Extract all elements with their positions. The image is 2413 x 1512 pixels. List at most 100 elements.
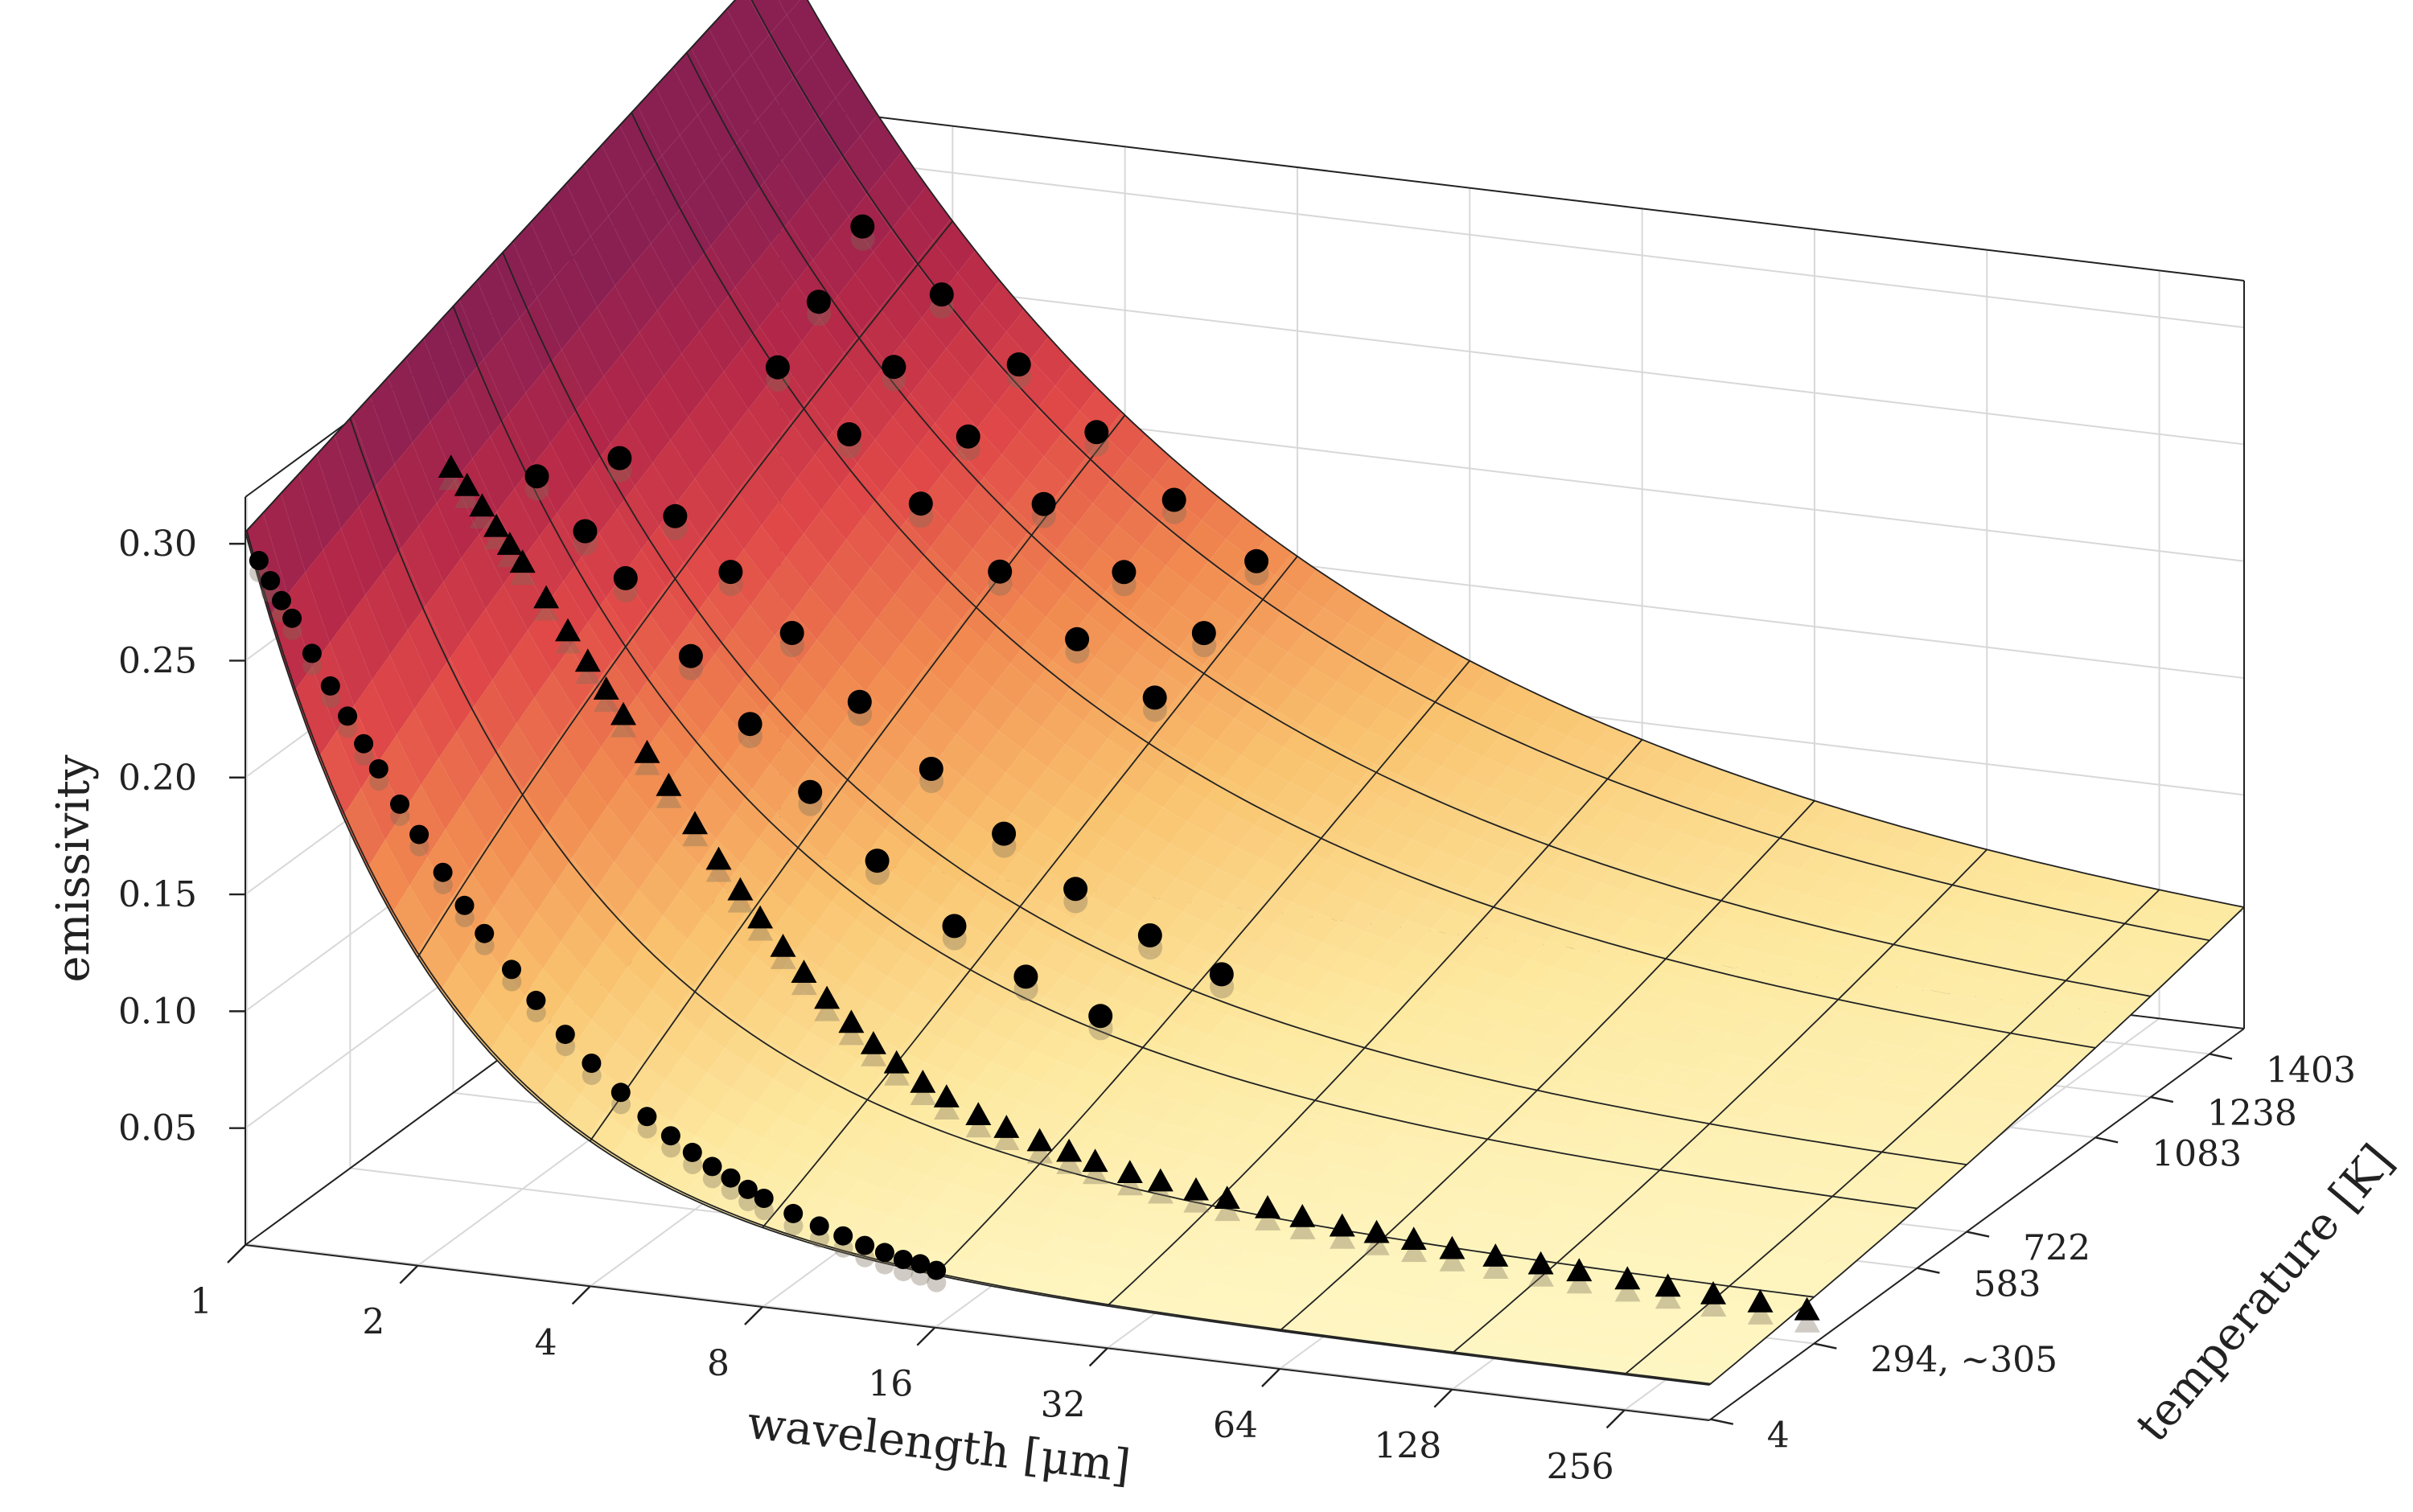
surface-cell xyxy=(2094,1005,2137,1026)
surface-cell xyxy=(2062,894,2105,917)
z-tick-label: 0.15 xyxy=(118,874,197,915)
surface-cell xyxy=(1729,1233,1773,1252)
surface-cell xyxy=(952,820,994,861)
surface-cell xyxy=(1335,980,1379,1009)
data-point-circle xyxy=(573,519,598,544)
surface-cell xyxy=(507,996,549,1050)
surface-cell xyxy=(1165,543,1208,585)
surface-cell xyxy=(1406,1161,1449,1184)
surface-cell xyxy=(1826,950,1869,974)
surface-cell xyxy=(815,432,857,487)
y-tick-label: 294, ∼305 xyxy=(1870,1340,2057,1381)
surface-cell xyxy=(407,606,450,684)
surface-cell xyxy=(384,811,428,886)
surface-cell xyxy=(1597,1251,1639,1270)
surface-cell xyxy=(981,1198,1025,1224)
surface-cell xyxy=(1107,1058,1149,1088)
surface-cell xyxy=(660,704,704,760)
surface-cell xyxy=(1636,1361,1679,1379)
data-point-circle xyxy=(610,1083,631,1103)
surface-cell xyxy=(1806,1112,1848,1133)
surface-cell xyxy=(738,659,782,713)
data-point-shadow xyxy=(1117,1172,1144,1196)
surface-cell xyxy=(1294,667,1337,704)
surface-cell xyxy=(1496,798,1539,828)
surface-cell xyxy=(1124,545,1166,589)
surface-cell xyxy=(555,257,598,329)
surface-cell xyxy=(1402,976,1445,1004)
surface-cell xyxy=(1288,630,1330,668)
surface-cell xyxy=(1788,1129,1831,1150)
surface-cell xyxy=(1782,869,1825,895)
surface-cell xyxy=(886,340,929,394)
surface-cell xyxy=(1860,820,1903,846)
surface-cell xyxy=(972,936,1014,973)
data-point-shadow xyxy=(1700,1293,1727,1317)
surface-cell xyxy=(631,810,675,865)
surface-cell xyxy=(1586,1070,1629,1094)
surface-cell xyxy=(1099,525,1142,569)
surface-cell xyxy=(1063,571,1106,615)
surface-cell xyxy=(725,1023,767,1065)
surface-cell xyxy=(1786,797,1830,825)
surface-cell xyxy=(837,273,880,331)
surface-cell xyxy=(548,183,591,257)
surface-cell xyxy=(1437,937,1481,965)
surface-cell xyxy=(636,671,679,729)
surface-cell xyxy=(791,1032,834,1070)
mesh-line xyxy=(934,659,1470,1276)
surface-cell xyxy=(574,466,617,534)
surface-cell xyxy=(1684,840,1728,868)
surface-cell xyxy=(688,394,731,456)
surface-cell xyxy=(868,363,911,417)
surface-cell xyxy=(1799,1091,1842,1113)
surface-cell xyxy=(1361,673,1404,709)
surface-cell xyxy=(786,533,828,588)
surface-cell xyxy=(1398,754,1441,787)
surface-cell xyxy=(1097,1204,1140,1228)
surface-cell xyxy=(1518,986,1560,1012)
surface-cell xyxy=(1867,845,1909,871)
surface-cell xyxy=(964,1217,1007,1243)
data-point-shadow xyxy=(1794,1309,1820,1333)
surface-cell xyxy=(1523,1239,1566,1259)
surface-cell xyxy=(1357,1151,1400,1174)
surface-cell xyxy=(1040,1061,1083,1091)
surface-cell xyxy=(1527,1183,1571,1204)
surface-cell xyxy=(824,158,867,216)
surface-cell xyxy=(1390,1257,1433,1277)
surface-cell xyxy=(1704,1154,1746,1175)
mesh-line xyxy=(417,220,953,958)
surface-cell xyxy=(472,436,515,512)
surface-cell xyxy=(874,872,917,914)
surface-cell xyxy=(1514,777,1556,808)
data-point-triangle xyxy=(610,701,636,725)
data-point-circle xyxy=(272,590,291,610)
data-point-shadow xyxy=(934,1096,960,1120)
data-point-circle xyxy=(1191,621,1216,646)
surface-cell xyxy=(761,502,804,558)
surface-cell xyxy=(443,558,486,634)
surface-cell xyxy=(1605,786,1647,816)
surface-cell xyxy=(1488,1048,1531,1073)
surface-cell xyxy=(1403,1296,1446,1316)
surface-cell xyxy=(1619,1179,1662,1199)
surface-cell xyxy=(534,672,577,738)
data-point-circle xyxy=(1209,962,1234,987)
surface-cell xyxy=(1751,836,1794,863)
surface-cell xyxy=(1001,431,1044,480)
surface-cell xyxy=(664,353,706,417)
surface-cell xyxy=(1084,1153,1127,1180)
surface-cell xyxy=(1564,1149,1606,1171)
surface-cell xyxy=(1559,1207,1601,1228)
surface-cell xyxy=(1267,870,1309,902)
surface-cell xyxy=(1100,1029,1143,1059)
z-tick-label: 0.10 xyxy=(118,991,197,1032)
surface-cell xyxy=(1678,812,1720,840)
surface-cell xyxy=(1803,1031,1847,1054)
surface-cell xyxy=(1431,909,1474,938)
surface-cell xyxy=(1770,1145,1813,1166)
surface-cell xyxy=(1898,1184,1942,1203)
surface-cell xyxy=(1113,1087,1156,1116)
surface-cell xyxy=(1774,1087,1818,1109)
